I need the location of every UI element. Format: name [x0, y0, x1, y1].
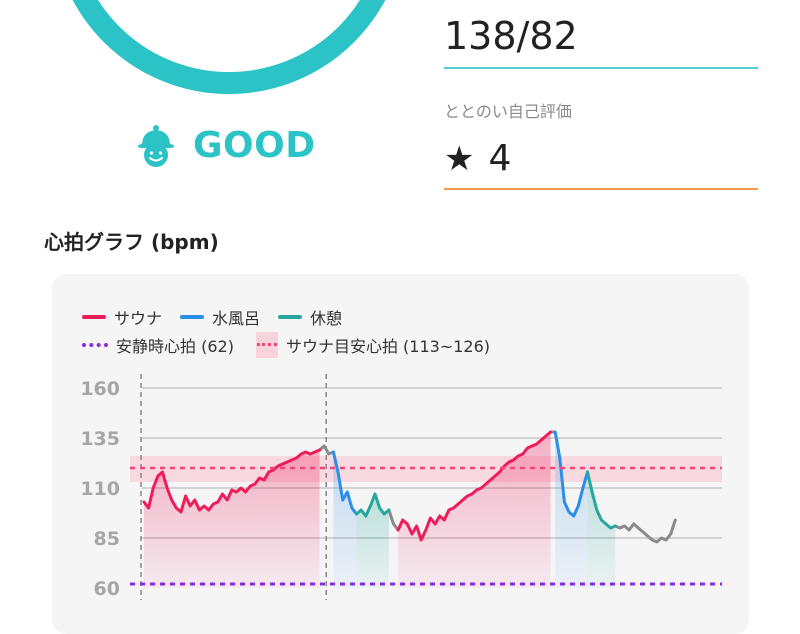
star-icon: ★ [444, 138, 475, 179]
heart-rate-chart-card: サウナ 水風呂 休憩 安静時心拍 (62) サウナ目安心拍 (113~126) [52, 274, 749, 634]
series-area-sauna [398, 432, 551, 588]
heart-rate-section-title: 心拍グラフ (bpm) [44, 230, 219, 254]
status-label: GOOD [193, 124, 316, 166]
series-line-cold-bath [331, 450, 358, 516]
legend-sauna-target-label: サウナ目安心拍 (113~126) [285, 337, 490, 356]
legend-sauna-swatch [82, 315, 106, 319]
legend-rest: 休憩 [278, 305, 342, 329]
y-tick-label: 60 [94, 578, 120, 600]
legend-cold-bath-label: 水風呂 [212, 309, 261, 328]
rating-label: ととのい自己評価 [444, 102, 572, 121]
blood-pressure-underline [444, 67, 758, 69]
legend-sauna-target: サウナ目安心拍 (113~126) [255, 332, 490, 358]
legend-row-phases: サウナ 水風呂 休憩 [82, 305, 360, 329]
series-line-transition [613, 518, 677, 544]
series-line-sauna [396, 430, 553, 542]
legend-resting-hr-swatch [82, 343, 108, 347]
legend-sauna: サウナ [82, 305, 162, 329]
score-ring [52, 0, 406, 94]
legend-resting-hr: 安静時心拍 (62) [82, 333, 234, 357]
heart-rate-chart: 160 135 110 85 60 [80, 374, 722, 600]
series-line-transition [387, 508, 400, 532]
smiling-sauna-hat-icon [138, 125, 174, 167]
rating-underline [444, 188, 758, 190]
status-summary: GOOD [133, 120, 316, 170]
series-line-rest [586, 470, 617, 530]
series-line-transition [318, 444, 335, 456]
y-tick-label: 85 [94, 528, 120, 550]
series-area-sauna [144, 450, 320, 588]
legend-row-reference: 安静時心拍 (62) サウナ目安心拍 (113~126) [82, 332, 508, 358]
rating: ★ 4 [444, 138, 511, 179]
rating-value: 4 [488, 138, 512, 179]
series-line-sauna [142, 448, 322, 514]
legend-rest-swatch [278, 315, 303, 319]
series-line-rest [355, 492, 391, 518]
legend-rest-label: 休憩 [310, 309, 343, 328]
series-line-cold-bath [553, 430, 589, 518]
legend-cold-bath: 水風呂 [180, 305, 260, 329]
y-tick-label: 135 [80, 428, 120, 450]
series-area-cold-bath [555, 432, 588, 588]
blood-pressure-value: 138/82 [444, 14, 578, 58]
legend-resting-hr-label: 安静時心拍 (62) [116, 337, 234, 356]
y-tick-label: 160 [80, 378, 120, 400]
y-tick-label: 110 [80, 478, 120, 500]
series-area-rest [356, 494, 389, 588]
legend-cold-bath-swatch [180, 315, 205, 319]
legend-sauna-target-swatch [255, 332, 278, 358]
legend-sauna-label: サウナ [114, 309, 163, 328]
